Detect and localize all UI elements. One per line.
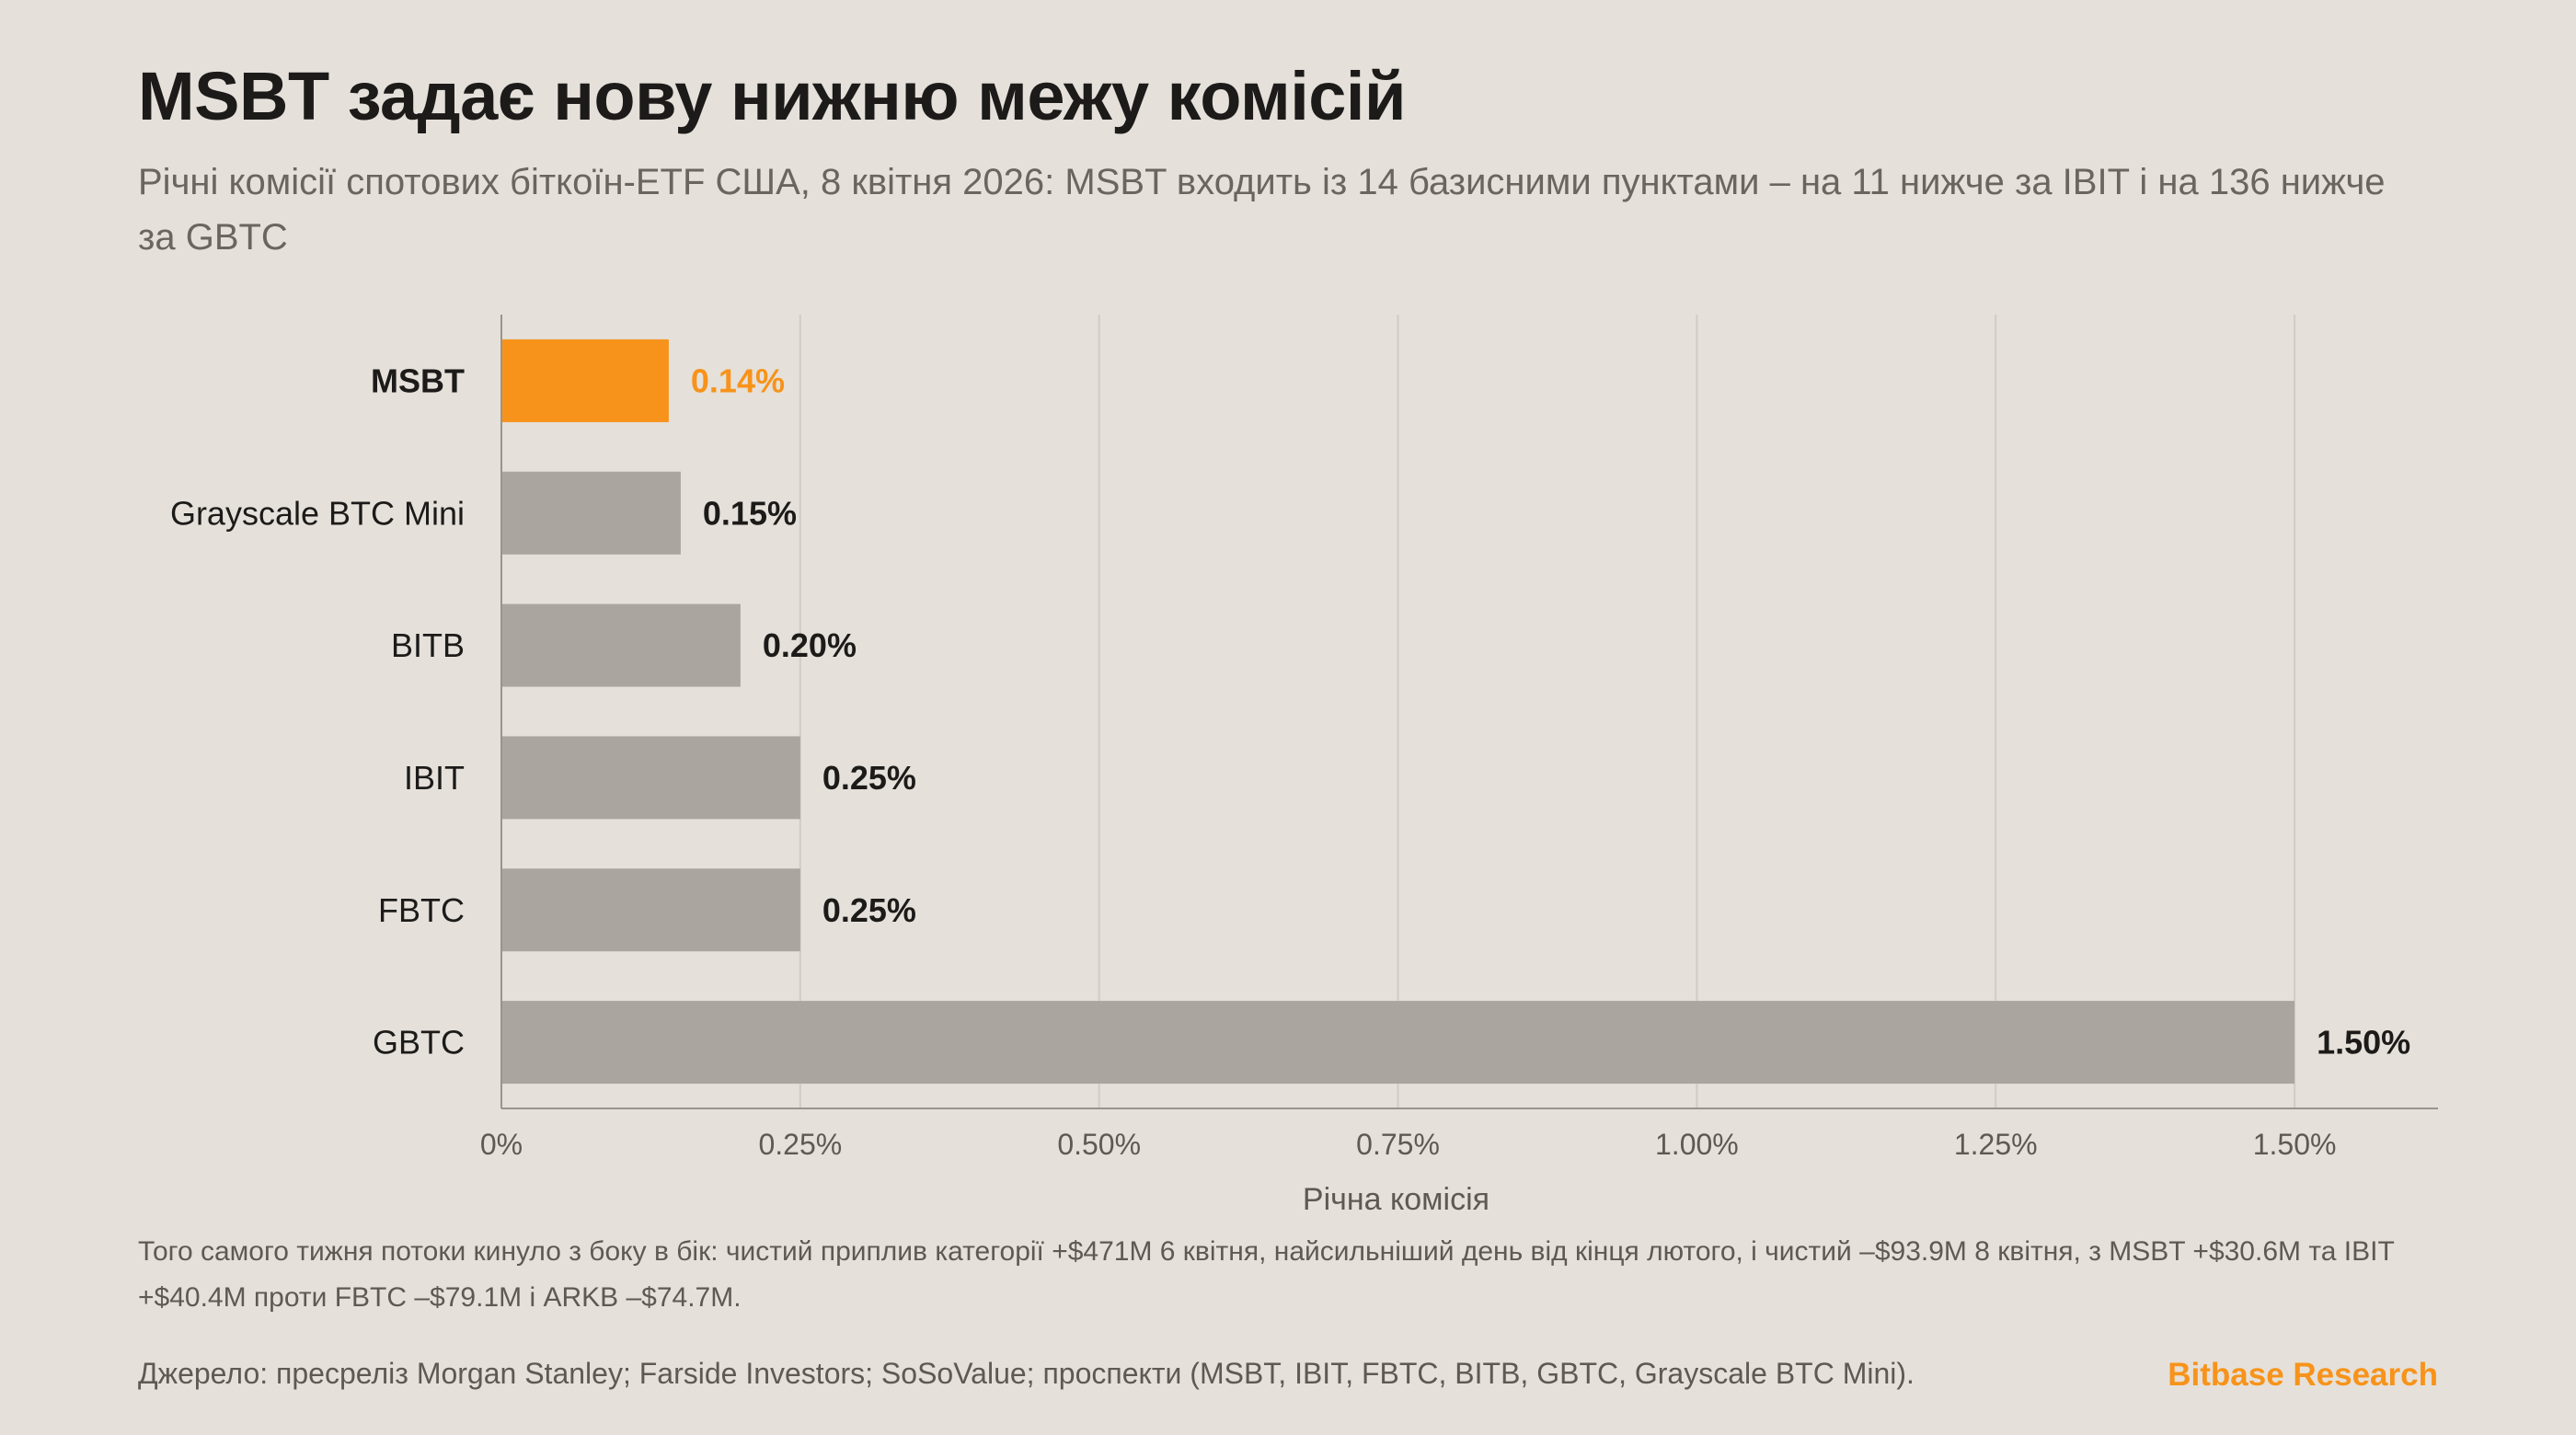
fee-bar-chart: MSBT 0.14% Grayscale BTC Mini 0.15% BITB 0.20… [170,315,2438,1214]
category-label-3: IBIT [404,759,465,797]
x-tick-label-4: 1.00% [1655,1128,1739,1161]
category-label-2: BITB [391,626,465,664]
x-tick-label-2: 0.50% [1057,1128,1141,1161]
value-label-0: 0.14% [691,362,785,399]
category-label-1: Grayscale BTC Mini [170,494,465,532]
category-label-4: FBTC [378,891,465,929]
value-label-3: 0.25% [822,759,916,797]
x-tick-label-5: 1.25% [1954,1128,2038,1161]
x-tick-label-0: 0% [480,1128,523,1161]
x-axis-title: Річна комісія [1303,1182,1489,1214]
bar-3 [501,736,800,820]
bar-5 [501,1001,2295,1085]
value-label-4: 0.25% [822,891,916,929]
bar-4 [501,868,800,952]
chart-subtitle: Річні комісії спотових біткоїн-ETF США, … [138,162,2386,258]
bar-1 [501,471,681,555]
footnote: Того самого тижня потоки кинуло з боку в… [138,1236,2395,1313]
source-note: Джерело: пресреліз Morgan Stanley; Farsi… [138,1357,1915,1390]
bar-0 [501,339,669,422]
brand-logo-text: Bitbase Research [2168,1357,2438,1393]
x-tick-label-1: 0.25% [758,1128,842,1161]
x-tick-label-6: 1.50% [2253,1128,2337,1161]
chart-title: MSBT задає нову нижню межу комісій [138,58,1406,134]
x-tick-label-3: 0.75% [1356,1128,1440,1161]
value-label-5: 1.50% [2317,1024,2410,1062]
category-label-5: GBTC [373,1024,465,1062]
value-label-2: 0.20% [763,626,857,664]
bar-2 [501,603,741,687]
category-label-0: MSBT [371,362,465,399]
value-label-1: 0.15% [703,494,797,532]
